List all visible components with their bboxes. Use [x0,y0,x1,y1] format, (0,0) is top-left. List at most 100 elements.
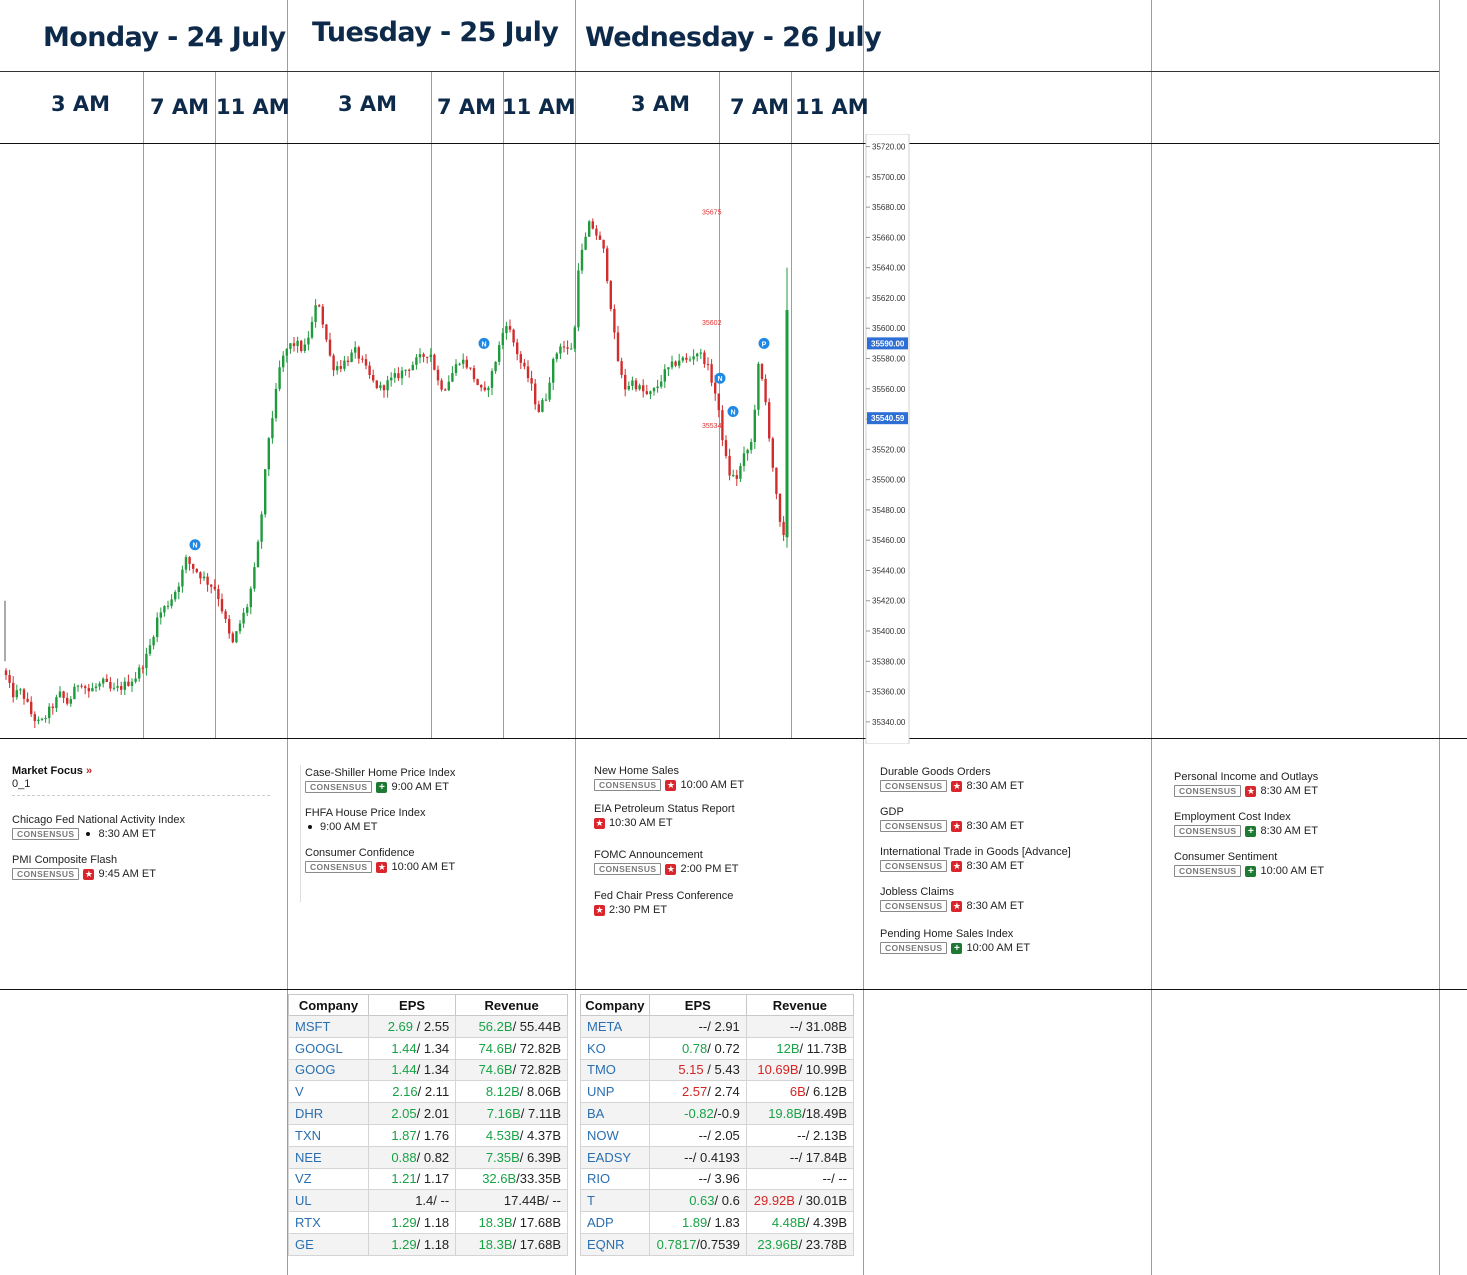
event-item[interactable]: New Home Sales CONSENSUS ★ 10:00 AM ET [594,765,744,791]
consensus-badge[interactable]: CONSENSUS [880,942,948,954]
revenue-cell-estimate: / 4.39B [805,1215,847,1231]
event-item[interactable]: EIA Petroleum Status Report ★ 10:30 AM ET [594,803,744,829]
consensus-badge[interactable]: CONSENSUS [12,828,80,840]
table-row[interactable]: VZ 1.21/ 1.17 32.6B/33.35B [288,1167,568,1191]
event-item[interactable]: Employment Cost Index CONSENSUS +8:30 AM E… [1174,811,1324,837]
dot-icon [308,825,312,829]
company-ticker[interactable]: RIO [580,1167,650,1191]
company-ticker[interactable]: V [288,1080,369,1104]
divider-vertical [863,0,864,1275]
table-row[interactable]: RIO --/ 3.96 --/ -- [580,1167,855,1191]
event-item[interactable]: Case-Shiller Home Price Index CONSENSUS +9… [305,767,455,793]
consensus-badge[interactable]: CONSENSUS [1174,825,1242,837]
event-item[interactable]: Personal Income and Outlays CONSENSUS ★ 8:3… [1174,771,1324,797]
table-row[interactable]: DHR 2.05/ 2.01 7.16B/ 7.11B [288,1102,568,1125]
company-ticker[interactable]: GOOGL [288,1036,369,1060]
divider-horizontal [0,738,1467,739]
table-row[interactable]: KO 0.78/ 0.72 12B/ 11.73B [580,1036,855,1060]
company-ticker[interactable]: GE [288,1232,369,1256]
event-item[interactable]: Consumer Sentiment CONSENSUS +10:00 AM ET [1174,851,1324,877]
table-row[interactable]: UNP 2.57/ 2.74 6B/ 6.12B [580,1080,855,1104]
revenue-cell-actual: 7.35B [485,1149,520,1165]
event-item[interactable]: Jobless Claims CONSENSUS ★ 8:30 AM ET [880,886,1071,912]
candle-body [332,355,335,371]
table-row[interactable]: TMO 5.15 / 5.43 10.69B/ 10.99B [580,1058,855,1082]
table-row[interactable]: UL 1.4/ -- 17.44B/ -- [288,1189,568,1213]
company-ticker[interactable]: ADP [580,1211,650,1234]
company-ticker[interactable]: META [580,1015,650,1038]
consensus-badge[interactable]: CONSENSUS [880,820,948,832]
company-ticker[interactable]: EQNR [580,1232,650,1256]
table-row[interactable]: EQNR 0.7817/0.7539 23.96B/ 23.78B [580,1232,855,1256]
company-ticker[interactable]: TMO [580,1058,650,1082]
company-ticker[interactable]: DHR [288,1102,369,1125]
table-row[interactable]: GOOGL 1.44/ 1.34 74.6B/ 72.82B [288,1036,568,1060]
company-ticker[interactable]: TXN [288,1123,369,1147]
table-row[interactable]: GOOG 1.44/ 1.34 74.6B/ 72.82B [288,1058,568,1082]
consensus-badge[interactable]: CONSENSUS [594,779,662,791]
table-row[interactable]: RTX 1.29/ 1.18 18.3B/ 17.68B [288,1211,568,1234]
consensus-badge[interactable]: CONSENSUS [594,863,662,875]
star-icon: ★ [83,868,95,880]
consensus-badge[interactable]: CONSENSUS [1174,865,1242,877]
event-item[interactable]: Chicago Fed National Activity Index CONSE… [12,814,270,840]
company-ticker[interactable]: GOOG [288,1058,369,1082]
table-row[interactable]: V 2.16/ 2.11 8.12B/ 8.06B [288,1080,568,1104]
consensus-badge[interactable]: CONSENSUS [880,900,948,912]
table-row[interactable]: TXN 1.87/ 1.76 4.53B/ 4.37B [288,1123,568,1147]
company-ticker[interactable]: RTX [288,1211,369,1234]
candle-body [418,354,422,358]
eps-cell-actual: 2.69 [387,1018,414,1034]
candle-body [739,465,742,479]
eps-cell-estimate: / 1.83 [707,1215,740,1231]
eps-cell: --/ 2.05 [648,1123,747,1147]
candle-body [343,360,346,369]
company-ticker[interactable]: UL [288,1189,369,1213]
candle-body [462,359,465,364]
event-item[interactable]: FHFA House Price Index 9:00 AM ET [305,807,455,833]
event-item[interactable]: Fed Chair Press Conference ★ 2:30 PM ET [594,890,744,916]
y-tick-label: 35400.00 [872,627,906,636]
company-ticker[interactable]: T [580,1189,650,1213]
table-row[interactable]: GE 1.29/ 1.18 18.3B/ 17.68B [288,1232,568,1256]
table-row[interactable]: T 0.63/ 0.6 29.92B / 30.01B [580,1189,855,1213]
event-item[interactable]: FOMC Announcement CONSENSUS ★ 2:00 PM ET [594,849,744,875]
candle-body [4,670,8,676]
table-row[interactable]: ADP 1.89/ 1.83 4.48B/ 4.39B [580,1211,855,1234]
company-ticker[interactable]: NEE [288,1145,369,1169]
table-row[interactable]: NOW --/ 2.05 --/ 2.13B [580,1123,855,1147]
event-marker-label: N [730,410,735,417]
table-row[interactable]: META --/ 2.91 --/ 31.08B [580,1015,855,1038]
consensus-badge[interactable]: CONSENSUS [305,861,373,873]
event-item[interactable]: Pending Home Sales Index CONSENSUS +10:00 … [880,928,1071,954]
consensus-badge[interactable]: CONSENSUS [1174,785,1242,797]
table-row[interactable]: NEE 0.88/ 0.82 7.35B/ 6.39B [288,1145,568,1169]
consensus-badge[interactable]: CONSENSUS [305,781,373,793]
company-ticker[interactable]: KO [580,1036,650,1060]
consensus-badge[interactable]: CONSENSUS [880,780,948,792]
eps-cell-estimate: / 1.17 [416,1171,450,1187]
event-time: 9:00 AM ET [320,821,378,833]
table-row[interactable]: BA -0.82/-0.9 19.8B/18.49B [580,1102,855,1125]
event-item[interactable]: Durable Goods Orders CONSENSUS ★ 8:30 AM ET [880,766,1071,792]
table-row[interactable]: MSFT 2.69 / 2.55 56.2B/ 55.44B [288,1015,568,1038]
company-ticker[interactable]: UNP [580,1080,650,1104]
eps-cell: 2.69 / 2.55 [367,1015,457,1038]
event-item[interactable]: Consumer Confidence CONSENSUS ★ 10:00 AM ET [305,847,455,873]
candle-body [246,607,249,613]
company-ticker[interactable]: BA [580,1102,650,1125]
table-row[interactable]: EADSY --/ 0.4193 --/ 17.84B [580,1145,855,1169]
event-name: New Home Sales [594,765,679,777]
company-ticker[interactable]: EADSY [580,1145,650,1169]
event-item[interactable]: International Trade in Goods [Advance] CO… [880,846,1071,872]
consensus-badge[interactable]: CONSENSUS [12,868,80,880]
company-ticker[interactable]: MSFT [288,1015,369,1038]
market-focus-title[interactable]: Market Focus » [12,765,93,777]
consensus-badge[interactable]: CONSENSUS [880,860,948,872]
company-ticker[interactable]: NOW [580,1123,650,1147]
candle-body [757,363,760,410]
event-item[interactable]: GDP CONSENSUS ★ 8:30 AM ET [880,806,1071,832]
candle-body [350,352,353,362]
company-ticker[interactable]: VZ [288,1167,369,1191]
event-item[interactable]: PMI Composite Flash CONSENSUS ★ 9:45 AM ET [12,854,270,880]
